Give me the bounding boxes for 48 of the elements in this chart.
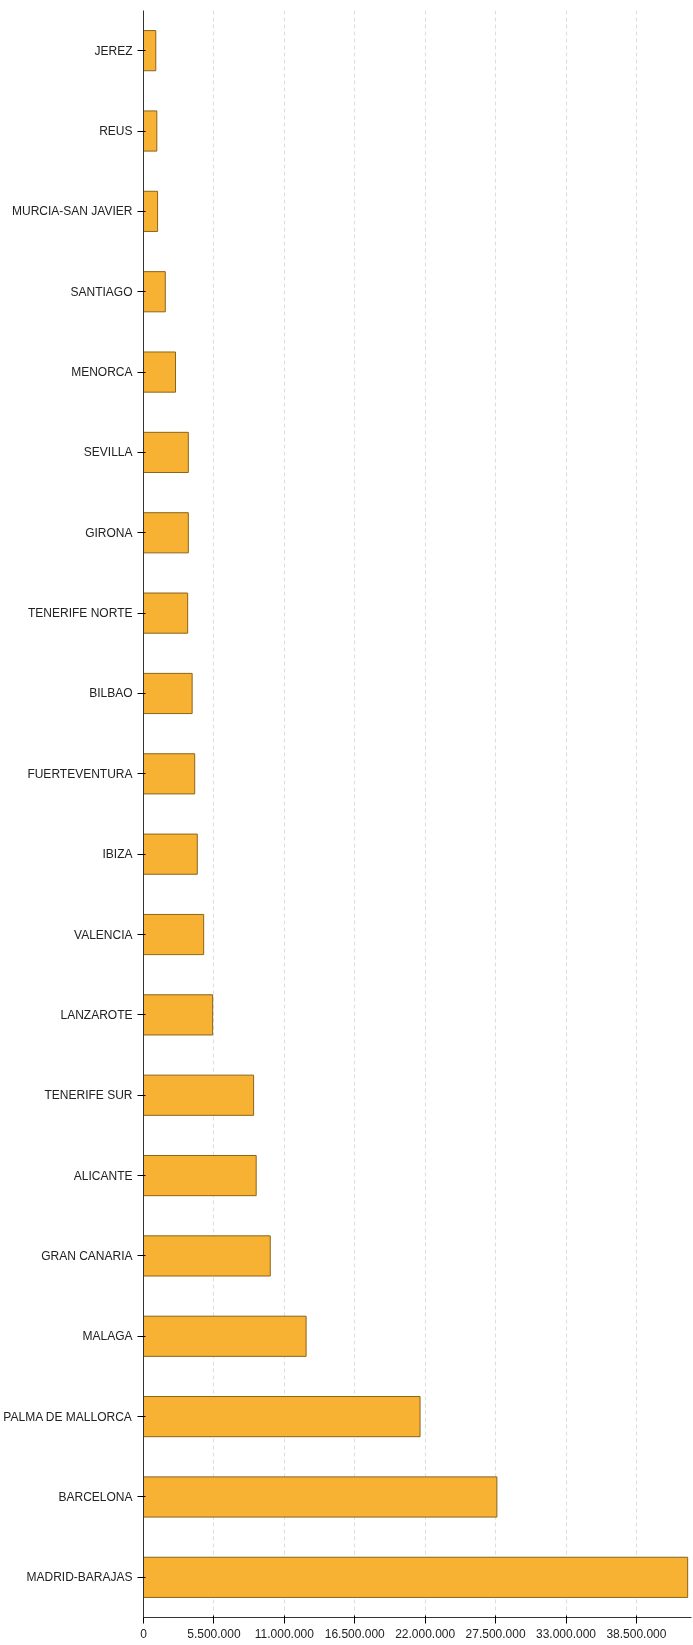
bar xyxy=(143,1476,498,1518)
y-tick-label: MENORCA xyxy=(71,365,133,380)
bar xyxy=(143,1556,689,1598)
y-tick-label: VALENCIA xyxy=(74,927,133,942)
y-tick-label: REUS xyxy=(99,124,133,139)
y-tick-label: SANTIAGO xyxy=(70,284,133,299)
y-tick-label: ALICANTE xyxy=(73,1168,133,1183)
bar xyxy=(143,672,193,715)
x-tick-label: 11.000.000 xyxy=(254,1626,315,1641)
bar xyxy=(143,592,189,634)
y-tick-label: LANZAROTE xyxy=(60,1007,133,1022)
bar xyxy=(143,1315,307,1357)
y-tick-label: PALMA DE MALLORCA xyxy=(3,1409,132,1424)
y-tick-label: FUERTEVENTURA xyxy=(27,766,133,781)
x-tick-label: 38.500.000 xyxy=(606,1626,667,1641)
y-tick-label: MALAGA xyxy=(82,1329,133,1344)
y-tick-label: GRAN CANARIA xyxy=(41,1248,133,1263)
bar xyxy=(143,512,189,554)
bar xyxy=(143,190,159,232)
y-tick-label: SEVILLA xyxy=(83,445,133,460)
y-tick-label: TENERIFE SUR xyxy=(44,1088,133,1103)
bar xyxy=(143,994,214,1036)
bar xyxy=(143,30,157,72)
bar xyxy=(143,110,158,152)
y-tick-label: BILBAO xyxy=(89,686,133,701)
x-tick-label: 0 xyxy=(140,1626,148,1641)
bar xyxy=(143,431,189,474)
x-tick-label: 22.000.000 xyxy=(395,1626,456,1641)
bar xyxy=(143,271,166,313)
bar xyxy=(143,753,196,795)
bar xyxy=(143,913,205,956)
bar xyxy=(143,351,177,393)
bar xyxy=(143,1154,257,1197)
y-tick-label: JEREZ xyxy=(94,43,133,58)
y-tick-label: BARCELONA xyxy=(58,1489,133,1504)
y-tick-label: MADRID-BARAJAS xyxy=(26,1570,133,1585)
y-tick-label: MURCIA-SAN JAVIER xyxy=(12,204,133,219)
x-tick-label: 16.500.000 xyxy=(324,1626,386,1641)
bar xyxy=(143,1074,255,1116)
bar xyxy=(143,1235,271,1277)
y-tick-label: IBIZA xyxy=(102,847,133,862)
bar xyxy=(143,1396,421,1438)
y-tick-label: TENERIFE NORTE xyxy=(28,606,133,621)
x-tick-label: 5.500.000 xyxy=(187,1626,241,1641)
bar xyxy=(143,833,198,875)
x-tick-label: 33.000.000 xyxy=(535,1626,597,1641)
y-tick-label: GIRONA xyxy=(85,525,133,540)
x-tick-label: 27.500.000 xyxy=(465,1626,526,1641)
